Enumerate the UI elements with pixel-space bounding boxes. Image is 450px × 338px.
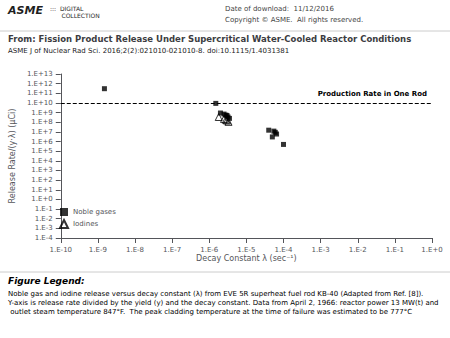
svg-text:1.E-1: 1.E-1 — [386, 246, 404, 254]
svg-text:Decay Constant λ (sec⁻¹): Decay Constant λ (sec⁻¹) — [196, 254, 297, 263]
svg-text:1.E+11: 1.E+11 — [27, 89, 53, 97]
svg-text:1.E+4: 1.E+4 — [31, 157, 53, 165]
svg-text:1.E-3: 1.E-3 — [35, 224, 53, 232]
svg-text:1.E-7: 1.E-7 — [163, 246, 181, 254]
svg-text:1.E+1: 1.E+1 — [31, 186, 52, 194]
svg-text:1.E-8: 1.E-8 — [126, 246, 144, 254]
svg-text:COLLECTION: COLLECTION — [50, 12, 100, 19]
svg-text:1.E+13: 1.E+13 — [27, 70, 53, 78]
svg-text:1.E+2: 1.E+2 — [31, 176, 52, 184]
svg-text:1.E-6: 1.E-6 — [200, 246, 219, 254]
svg-text:Release Rate/(y·λ) (μCi): Release Rate/(y·λ) (μCi) — [8, 109, 17, 204]
svg-text:1.E-1: 1.E-1 — [35, 205, 53, 213]
svg-text:ASME J of Nuclear Rad Sci. 201: ASME J of Nuclear Rad Sci. 2016;2(2):021… — [8, 47, 289, 55]
svg-text:1.E+6: 1.E+6 — [31, 138, 53, 146]
svg-text:outlet steam temperature 847°F: outlet steam temperature 847°F. The peak… — [8, 308, 412, 316]
svg-text:1.E+10: 1.E+10 — [27, 99, 53, 107]
svg-text:1.E+0: 1.E+0 — [31, 195, 52, 203]
svg-text:ASME: ASME — [7, 4, 43, 17]
svg-text:1.E-2: 1.E-2 — [35, 215, 53, 223]
svg-text:1.E+9: 1.E+9 — [31, 109, 52, 117]
svg-text:Noble gases: Noble gases — [73, 208, 116, 216]
svg-text:Date of download: 11/12/2016: Date of download: 11/12/2016 — [225, 5, 334, 13]
svg-text:1.E-5: 1.E-5 — [237, 246, 255, 254]
svg-text:Noble gas and iodine release v: Noble gas and iodine release versus deca… — [8, 290, 426, 298]
svg-text:1.E-2: 1.E-2 — [349, 246, 367, 254]
svg-text:1.E+5: 1.E+5 — [31, 147, 52, 155]
svg-text:Iodines: Iodines — [73, 220, 98, 228]
svg-text:1.E-3: 1.E-3 — [312, 246, 330, 254]
svg-text:1.E+8: 1.E+8 — [31, 118, 52, 126]
svg-text:1.E-10: 1.E-10 — [50, 246, 73, 254]
svg-text:Figure Legend:: Figure Legend: — [8, 276, 85, 286]
svg-text:Production Rate in One Rod: Production Rate in One Rod — [318, 90, 427, 98]
svg-text:1.E+12: 1.E+12 — [27, 80, 53, 88]
svg-text:1.E+3: 1.E+3 — [31, 166, 52, 174]
svg-text:Y-axis is release rate divided: Y-axis is release rate divided by the yi… — [7, 299, 439, 307]
svg-text:1.E+7: 1.E+7 — [31, 128, 52, 136]
svg-text:From: Fission Product Release: From: Fission Product Release Under Supe… — [8, 34, 411, 44]
svg-text:1.E+0: 1.E+0 — [421, 246, 442, 254]
svg-text:::: DIGITAL: ::: DIGITAL — [50, 5, 84, 12]
svg-text:1.E-9: 1.E-9 — [89, 246, 107, 254]
svg-text:1.E-4: 1.E-4 — [35, 234, 54, 242]
svg-text:Copyright © ASME. All rights: Copyright © ASME. All rights reserved. — [225, 16, 363, 24]
svg-text:1.E-4: 1.E-4 — [274, 246, 293, 254]
